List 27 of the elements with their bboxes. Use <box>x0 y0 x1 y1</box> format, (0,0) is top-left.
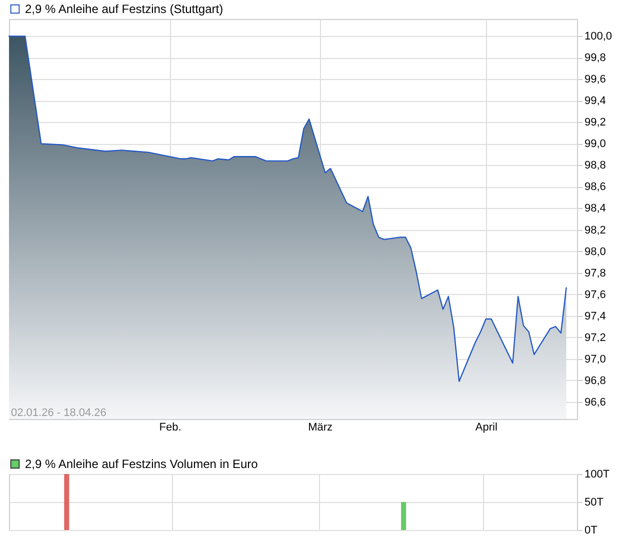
x-tick-label: März <box>308 422 333 434</box>
y-tick-label: 97,8 <box>584 267 606 280</box>
y-tick-label: 97,4 <box>584 310 606 322</box>
y-tick-label: 99,8 <box>584 52 606 64</box>
x-tick-label: April <box>475 422 498 434</box>
y-tick-label: 98,0 <box>584 246 606 258</box>
y-tick-label: 99,0 <box>584 138 606 150</box>
y-tick-label: 99,2 <box>584 116 606 129</box>
legend-label: 2,9 % Anleihe auf Festzins Volumen in Euro <box>25 457 258 471</box>
y-tick-label: 98,8 <box>584 160 606 172</box>
y-tick-label: 0T <box>584 524 598 536</box>
x-tick-label: Feb. <box>159 422 182 434</box>
y-tick-label: 97,0 <box>584 353 606 366</box>
y-tick-label: 96,8 <box>584 374 606 387</box>
y-tick-label: 97,2 <box>584 332 606 344</box>
y-tick-label: 98,4 <box>584 202 606 215</box>
y-tick-label: 98,6 <box>584 181 606 194</box>
y-tick-label: 97,6 <box>584 288 606 301</box>
y-tick-label: 100,0 <box>584 30 612 43</box>
y-tick-label: 99,6 <box>584 74 606 86</box>
annotation: 02.01.26 - 18.04.26 <box>11 407 106 419</box>
y-tick-label: 50T <box>584 496 604 508</box>
y-tick-label: 99,4 <box>584 95 606 108</box>
y-tick-label: 100T <box>584 468 610 480</box>
y-tick-label: 96,6 <box>584 396 606 408</box>
legend-label: 2,9 % Anleihe auf Festzins (Stuttgart) <box>25 2 224 16</box>
y-tick-label: 98,2 <box>584 224 606 236</box>
